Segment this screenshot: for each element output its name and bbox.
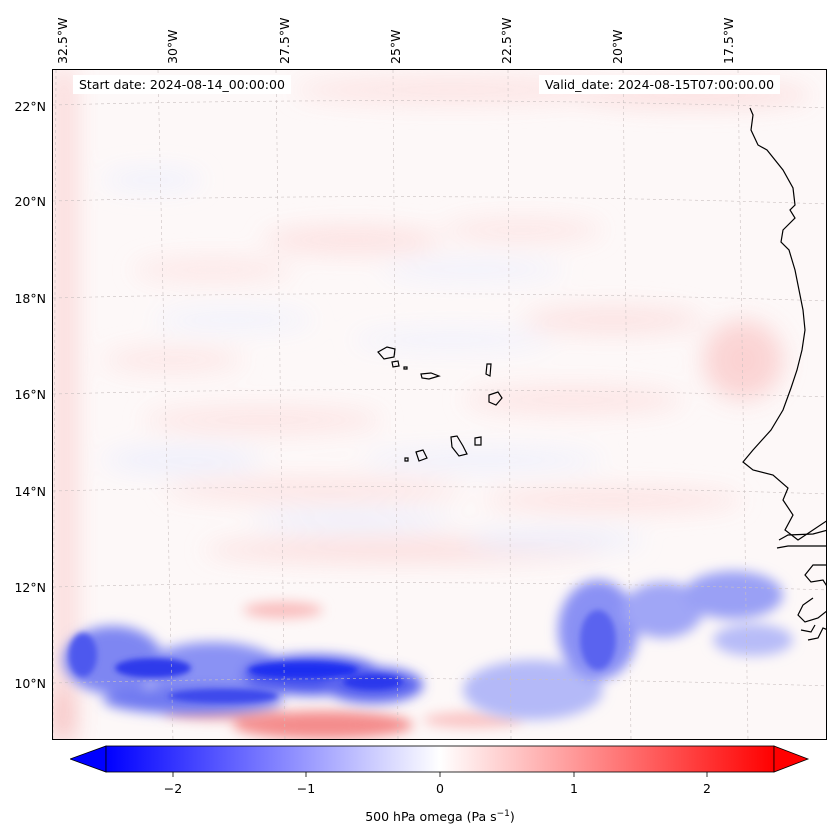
island-santo-antao: [377, 346, 396, 360]
lon-label-32-5w: 32.5°W: [55, 17, 70, 64]
colorbar-ticks: [172, 772, 708, 777]
lon-label-17-5w: 17.5°W: [721, 17, 736, 64]
valid-date-label: Valid_date: 2024-08-15T07:00:00.00: [539, 75, 781, 94]
lat-label-20n: 20°N: [14, 194, 46, 209]
island-boa-vista: [488, 391, 503, 406]
colorbar-tick-2: 2: [703, 781, 711, 796]
island-santiago: [450, 435, 468, 457]
colorbar-label-text: 500 hPa omega (Pa s: [365, 809, 497, 825]
lat-label-10n: 10°N: [14, 676, 46, 691]
island-fogo: [415, 449, 428, 462]
island-maio: [474, 436, 482, 446]
island-santa-luzia: [403, 366, 408, 370]
field-background: [53, 70, 826, 739]
colorbar-gradient: [105, 745, 775, 773]
colorbar-label-exponent: −1: [496, 809, 510, 819]
island-sao-nicolau: [420, 372, 441, 380]
colorbar-extend-max: [773, 745, 810, 773]
colorbar-tick-0: 0: [436, 781, 444, 796]
island-brava: [404, 457, 409, 462]
colorbar-tick-1: 1: [570, 781, 578, 796]
colorbar-label: 500 hPa omega (Pa s−1): [0, 809, 837, 824]
colorbar-label-close: ): [509, 809, 515, 825]
lat-label-16n: 16°N: [14, 387, 46, 402]
island-sal: [485, 363, 492, 377]
lat-label-14n: 14°N: [14, 484, 46, 499]
lat-label-18n: 18°N: [14, 291, 46, 306]
cape-verde-islands: [377, 346, 503, 462]
west-africa-coastline: [742, 107, 826, 541]
lon-label-20w: 20°W: [610, 29, 625, 64]
lon-label-22-5w: 22.5°W: [499, 17, 514, 64]
omega-field-map: [53, 70, 826, 739]
map-panel: [52, 69, 827, 740]
guinea-bissau-coast: [797, 564, 826, 641]
start-date-label: Start date: 2024-08-14_00:00:00: [73, 75, 291, 94]
lon-label-30w: 30°W: [165, 29, 180, 64]
gambia-coast: [776, 529, 826, 549]
colorbar-tick-minus2: −2: [163, 781, 183, 796]
lat-label-22n: 22°N: [14, 99, 46, 114]
lon-label-25w: 25°W: [388, 29, 403, 64]
negative-cores: [69, 610, 616, 703]
negative-band-south: [63, 571, 793, 720]
graticule: [53, 70, 826, 739]
weak-omega-patches: [53, 70, 813, 739]
lat-label-12n: 12°N: [14, 580, 46, 595]
colorbar-tick-minus1: −1: [296, 781, 316, 796]
colorbar-extend-min: [70, 745, 107, 773]
lon-label-27-5w: 27.5°W: [277, 17, 292, 64]
colorbar: [70, 745, 810, 777]
island-sao-vicente: [391, 360, 400, 368]
